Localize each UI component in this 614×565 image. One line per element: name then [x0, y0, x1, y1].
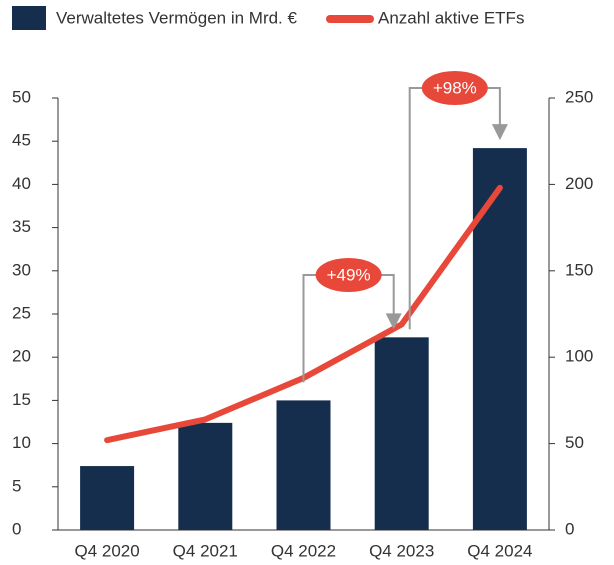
legend-swatch — [12, 6, 46, 30]
y2-tick-label: 100 — [565, 347, 593, 366]
y-tick-label: 25 — [12, 303, 31, 322]
bar — [472, 148, 527, 530]
y-tick-label: 35 — [12, 217, 31, 236]
x-tick-label: Q4 2023 — [369, 541, 434, 560]
y2-tick-label: 150 — [565, 260, 593, 279]
x-tick-label: Q4 2022 — [271, 541, 336, 560]
x-tick-label: Q4 2021 — [173, 541, 238, 560]
y-tick-label: 10 — [12, 433, 31, 452]
annotation-badge — [315, 258, 382, 292]
x-tick-label: Q4 2024 — [467, 541, 532, 560]
annotation: +98% — [421, 71, 488, 105]
bar — [374, 337, 429, 530]
annotation: +49% — [315, 258, 382, 292]
y-tick-label: 20 — [12, 347, 31, 366]
annotation-label: +98% — [433, 78, 477, 97]
y-tick-label: 40 — [12, 174, 31, 193]
y-tick-label: 45 — [12, 131, 31, 150]
arrow-head — [491, 124, 508, 141]
bar — [276, 400, 331, 530]
x-tick-label: Q4 2020 — [74, 541, 139, 560]
legend-label: Anzahl aktive ETFs — [378, 8, 524, 27]
annotation-label: +49% — [327, 265, 371, 284]
y-tick-label: 5 — [12, 476, 21, 495]
y2-tick-label: 50 — [565, 433, 584, 452]
y-tick-label: 15 — [12, 390, 31, 409]
legend-label: Verwaltetes Vermögen in Mrd. € — [56, 8, 298, 27]
y2-tick-label: 200 — [565, 174, 593, 193]
y-tick-label: 50 — [12, 87, 31, 106]
y-tick-label: 0 — [12, 519, 21, 538]
annotation-badge — [421, 71, 488, 105]
y2-tick-label: 250 — [565, 87, 593, 106]
arrow-head — [385, 313, 402, 330]
bar — [178, 422, 233, 530]
y-tick-label: 30 — [12, 260, 31, 279]
bar — [80, 466, 135, 530]
y2-tick-label: 0 — [565, 519, 574, 538]
